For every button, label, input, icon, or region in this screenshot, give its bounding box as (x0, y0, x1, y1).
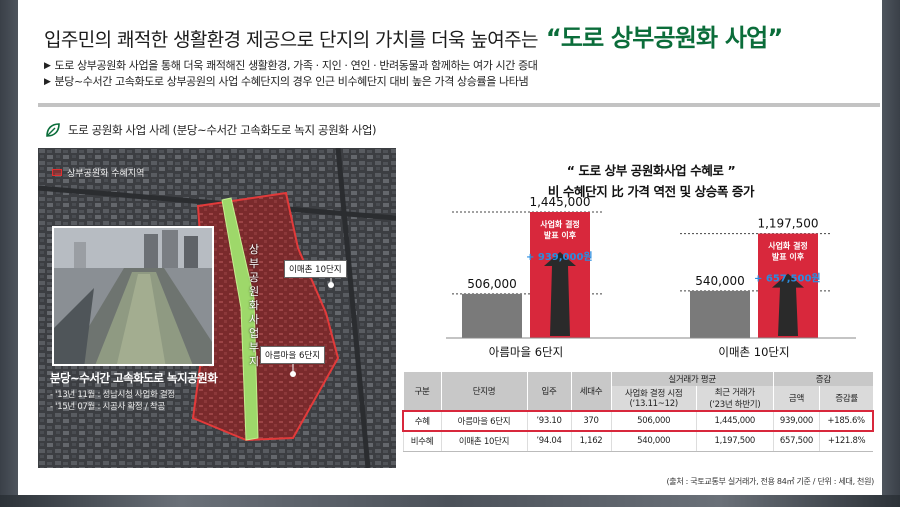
aerial-photo: 상부공원화 수혜지역 상부공원화사업부지 이매촌 10단지 아름마을 6단지 분… (38, 148, 396, 468)
th-price-then-period: (‘13.11~12) (629, 399, 679, 409)
cell-rate: +121.8% (819, 431, 873, 452)
bar-annotation: 발표 이후 (772, 252, 805, 262)
bar-before (690, 290, 750, 338)
value-label-before: 506,000 (467, 277, 517, 291)
chart-title: “ 도로 상부 공원화사업 수혜로 ” 비 수혜단지 比 가격 역전 및 상승폭… (426, 160, 876, 200)
th-type: 구분 (402, 372, 441, 411)
chart-title-line1: “ 도로 상부 공원화사업 수혜로 ” (566, 163, 736, 178)
cell-moved: ’93.10 (526, 410, 571, 432)
category-label: 이매촌 10단지 (718, 345, 789, 359)
category-label: 아름마을 6단지 (489, 345, 563, 359)
divider (38, 103, 880, 107)
cell-name: 이매촌 10단지 (440, 431, 527, 452)
cell-price-then: 540,000 (610, 431, 697, 452)
bullet-marker: ▶ (44, 77, 51, 87)
bullet-text: 분당~수서간 고속화도로 상부공원의 사업 수혜단지의 경우 인근 비수혜단지 … (54, 75, 529, 88)
cell-type: 수혜 (402, 410, 441, 432)
price-table: 구분 단지명 입주 세대수 실거래가 평균 증감 사업화 결정 시점 (‘13.… (402, 372, 875, 452)
section-heading: 도로 공원화 사업 사례 (분당~수서간 고속화도로 녹지 공원화 사업) (44, 121, 377, 139)
cell-diff: 939,000 (772, 410, 820, 432)
arrow-up-icon (544, 252, 576, 336)
slide: 입주민의 쾌적한 생활환경 제공으로 단지의 가치를 더욱 높여주는 “도로 상… (18, 0, 882, 507)
th-price-now-period: (‘23년 하반기) (709, 400, 761, 410)
cell-name: 아름마을 6단지 (440, 410, 527, 432)
bar-annotation: 발표 이후 (544, 230, 577, 240)
cell-moved: ’94.04 (526, 431, 571, 452)
cell-units: 370 (570, 410, 611, 432)
cell-rate: +185.6% (819, 410, 875, 432)
th-price-now: 최근 거래가 (‘23년 하반기) (695, 386, 774, 411)
increase-label: + 939,000원 (526, 250, 593, 263)
cell-type: 비수혜 (402, 431, 441, 452)
th-units: 세대수 (570, 372, 611, 411)
bullet-item: ▶ 분당~수서간 고속화도로 상부공원의 사업 수혜단지의 경우 인근 비수혜단… (44, 74, 864, 90)
tag-imae: 이매촌 10단지 (284, 260, 347, 278)
section-title: 도로 공원화 사업 사례 (분당~수서간 고속화도로 녹지 공원화 사업) (68, 123, 377, 137)
th-name: 단지명 (440, 372, 527, 411)
title-main: 입주민의 쾌적한 생활환경 제공으로 단지의 가치를 더욱 높여주는 (44, 29, 538, 51)
source-note: (출처 : 국토교통부 실거래가, 전용 84㎡ 기준 / 단위 : 세대, 천… (666, 477, 874, 486)
caption-title: 분당~수서간 고속화도로 녹지공원화 (50, 371, 218, 385)
th-moved: 입주 (526, 372, 571, 411)
arrow-up-icon (772, 273, 804, 336)
title-accent: “도로 상부공원화 사업” (545, 24, 783, 52)
th-rate: 증감률 (819, 386, 873, 411)
th-increase-group: 증감 (772, 372, 873, 386)
th-price-group: 실거래가 평균 (610, 372, 774, 386)
value-label-after: 1,197,500 (757, 217, 818, 231)
th-diff: 금액 (772, 386, 820, 411)
caption-line: - '13년 11월 : 성남시청 사업화 결정 (50, 390, 175, 400)
table-row: 비수혜 이매촌 10단지 ’94.04 1,162 540,000 1,197,… (402, 431, 873, 452)
th-price-then: 사업화 결정 시점 (‘13.11~12) (610, 386, 697, 411)
leaf-icon (46, 123, 60, 137)
tag-areum: 아름마을 6단지 (260, 346, 326, 364)
bullet-list: ▶ 도로 상부공원화 사업을 통해 더욱 쾌적해진 생활환경, 가족 · 지인 … (44, 58, 864, 90)
map-legend: 상부공원화 수혜지역 (52, 166, 144, 179)
legend-label: 상부공원화 수혜지역 (67, 169, 145, 179)
bar-before (462, 293, 522, 338)
park-photo (54, 228, 212, 364)
park-site-label: 상부공원화사업부지 (248, 243, 260, 368)
value-label-after: 1,445,000 (529, 195, 590, 209)
inset-photo (52, 226, 214, 366)
bullet-item: ▶ 도로 상부공원화 사업을 통해 더욱 쾌적해진 생활환경, 가족 · 지인 … (44, 58, 864, 74)
cell-price-now: 1,197,500 (695, 431, 774, 452)
bar-annotation: 사업화 결정 (540, 219, 580, 229)
value-label-before: 540,000 (695, 274, 745, 288)
caption-line: - '15년 07월 : 시공사 확정 / 착공 (50, 402, 165, 412)
bar-annotation: 사업화 결정 (768, 241, 808, 251)
increase-label: + 657,500원 (754, 272, 821, 285)
cell-price-then: 506,000 (610, 410, 697, 432)
background-strip (0, 495, 900, 507)
cell-units: 1,162 (570, 431, 611, 452)
aerial-caption: 분당~수서간 고속화도로 녹지공원화 - '13년 11월 : 성남시청 사업화… (50, 370, 250, 413)
table-row: 수혜 아름마을 6단지 ’93.10 370 506,000 1,445,000… (402, 410, 875, 432)
legend-swatch (52, 169, 62, 176)
bullet-marker: ▶ (44, 61, 51, 71)
th-price-now-label: 최근 거래가 (714, 388, 755, 398)
cell-price-now: 1,445,000 (695, 410, 774, 432)
bullet-text: 도로 상부공원화 사업을 통해 더욱 쾌적해진 생활환경, 가족 · 지인 · … (54, 59, 538, 72)
cell-diff: 657,500 (772, 431, 820, 452)
page-title: 입주민의 쾌적한 생활환경 제공으로 단지의 가치를 더욱 높여주는 “도로 상… (44, 18, 864, 54)
chart-title-line2: 비 수혜단지 比 가격 역전 및 상승폭 증가 (547, 184, 755, 199)
th-price-then-label: 사업화 결정 시점 (624, 389, 683, 399)
